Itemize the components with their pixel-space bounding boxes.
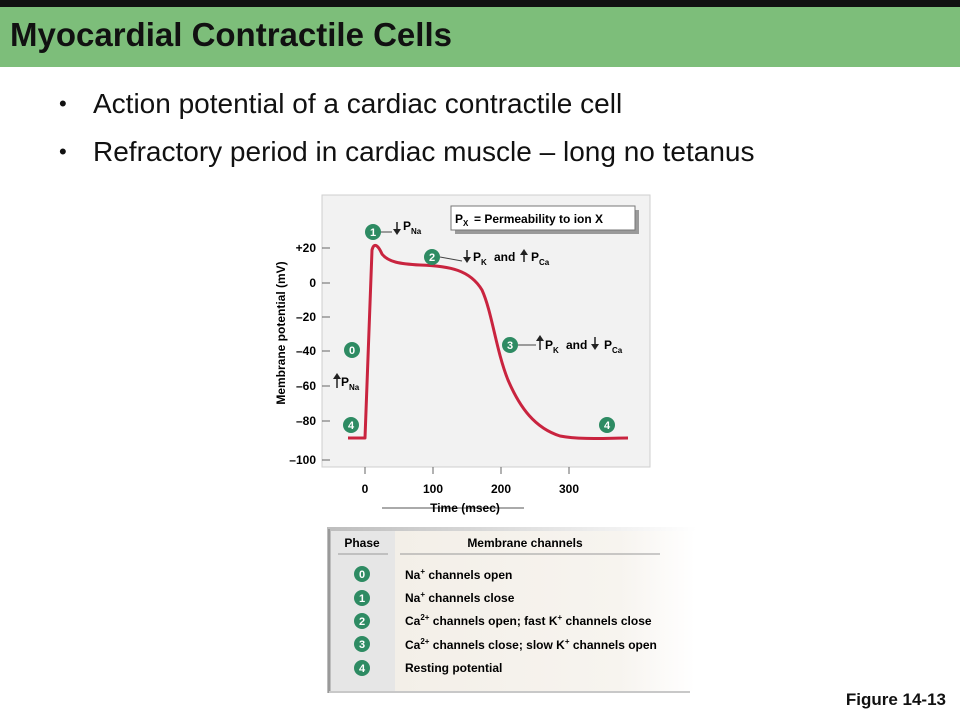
phase-badge (365, 224, 381, 240)
row-phase: 1 (359, 593, 365, 605)
table-row: 4 Resting potential (354, 660, 502, 676)
phase-badge (424, 249, 440, 265)
y-tick-label: –40 (296, 344, 316, 358)
annotation-sub: Ca (612, 346, 623, 355)
annotation-sub: K (553, 346, 559, 355)
y-tick-label: 0 (309, 276, 316, 290)
bullet-text: Action potential of a cardiac contractil… (93, 88, 623, 119)
row-text: Ca2+ channels close; slow K+ channels op… (405, 637, 657, 652)
arrow-up-icon (333, 373, 341, 379)
legend-p: P (455, 212, 463, 226)
slide-title: Myocardial Contractile Cells (10, 16, 452, 53)
y-tick-label: +20 (296, 241, 317, 255)
x-tick-label: 200 (491, 482, 511, 496)
graph-panel (321, 194, 651, 468)
annotation-p: P (604, 338, 612, 352)
legend-sub: X (463, 219, 469, 228)
leader-line (439, 256, 463, 262)
table-row: 2 Ca2+ channels open; fast K+ channels c… (354, 613, 652, 629)
bullet-text: Refractory period in cardiac muscle – lo… (93, 136, 755, 167)
annotation-sub: Ca (539, 258, 550, 267)
phase-badge (343, 417, 359, 433)
y-tick-label: –20 (296, 310, 316, 324)
title-bar (0, 7, 960, 67)
phase-number: 3 (507, 340, 513, 352)
phase-number: 4 (604, 420, 611, 432)
y-axis-label: Membrane potential (mV) (274, 261, 288, 404)
top-border (0, 0, 960, 7)
table-header-phase: Phase (344, 536, 380, 550)
annotation-p: P (403, 219, 411, 233)
x-tick-label: 0 (362, 482, 369, 496)
arrow-down-icon (463, 257, 471, 263)
x-axis: 0 100 200 300 Time (msec) (362, 467, 579, 515)
arrow-up-icon (520, 249, 528, 255)
phase-badge (502, 337, 518, 353)
phase-number: 4 (348, 420, 355, 432)
row-phase: 0 (359, 569, 365, 581)
bullet-item: • Action potential of a cardiac contracti… (55, 80, 754, 128)
bullet-list: • Action potential of a cardiac contracti… (55, 80, 754, 176)
phase-badge (344, 342, 360, 358)
annotation-and: and (566, 338, 587, 352)
row-text: Ca2+ channels open; fast K+ channels clo… (405, 613, 652, 628)
y-tick-label: –60 (296, 379, 316, 393)
annotation-p: P (545, 338, 553, 352)
phase-number: 2 (429, 252, 435, 264)
table-row: 0 Na+ channels open (354, 566, 512, 582)
phase-badge (599, 417, 615, 433)
phase-table: Phase Membrane channels 0 Na+ channels o… (327, 527, 697, 693)
figure-label: Figure 14-13 (845, 690, 946, 709)
row-text: Resting potential (405, 661, 502, 675)
arrow-down-icon (393, 229, 401, 235)
arrow-down-icon (591, 344, 599, 350)
legend-box: P X = Permeability to ion X (450, 205, 639, 234)
bullet-dot: • (59, 139, 67, 164)
annotation-p: P (341, 375, 349, 389)
annotation-sub: Na (411, 227, 422, 236)
arrow-up-icon (536, 335, 544, 341)
legend-text: = Permeability to ion X (474, 212, 603, 226)
table-row: 1 Na+ channels close (354, 590, 515, 606)
x-tick-label: 300 (559, 482, 579, 496)
action-potential-curve (348, 243, 629, 440)
y-tick-label: –100 (289, 453, 316, 467)
y-axis: +20 0 –20 –40 –60 –80 –100 Membrane pote… (274, 241, 330, 467)
y-tick-label: –80 (296, 414, 316, 428)
annotation-and: and (494, 250, 515, 264)
table-row: 3 Ca2+ channels close; slow K+ channels … (354, 636, 657, 652)
x-axis-label: Time (msec) (430, 501, 500, 515)
row-text: Na+ channels open (405, 567, 512, 582)
annotation-sub: K (481, 258, 487, 267)
annotation-p: P (531, 250, 539, 264)
annotation-p: P (473, 250, 481, 264)
phase-number: 0 (349, 345, 355, 357)
channels-column (395, 531, 695, 691)
annotation-sub: Na (349, 383, 360, 392)
table-header-channels: Membrane channels (467, 536, 583, 550)
x-tick-label: 100 (423, 482, 443, 496)
row-phase: 3 (359, 639, 365, 651)
bullet-dot: • (59, 91, 67, 116)
bullet-item: • Refractory period in cardiac muscle – l… (55, 128, 754, 176)
row-phase: 4 (359, 663, 366, 675)
phase-number: 1 (370, 227, 376, 239)
row-text: Na+ channels close (405, 590, 515, 605)
row-phase: 2 (359, 616, 365, 628)
